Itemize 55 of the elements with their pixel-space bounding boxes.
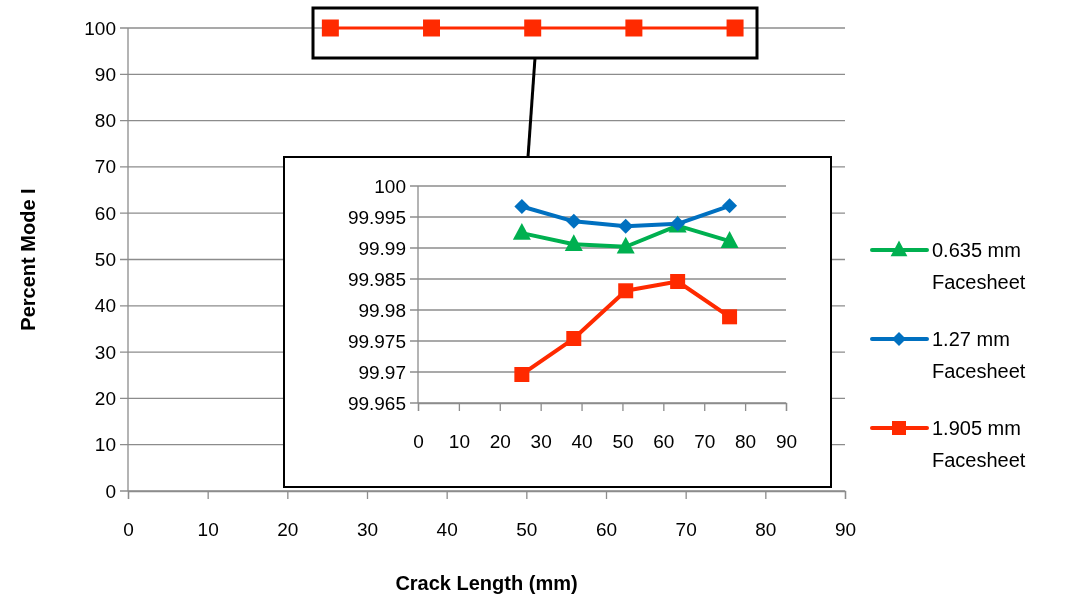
x-tick-label: 40 <box>571 431 593 453</box>
y-tick-label: 99.985 <box>347 268 406 290</box>
point <box>616 236 635 254</box>
y-tick-label: 100 <box>84 17 116 39</box>
y-tick-label: 30 <box>94 341 116 363</box>
x-tick-label: 50 <box>612 431 634 453</box>
x-tick-label: 20 <box>489 431 511 453</box>
point <box>722 309 738 325</box>
y-tick-label: 0 <box>105 480 116 502</box>
point <box>566 331 582 347</box>
y-tick-label: 99.98 <box>358 299 406 321</box>
x-tick-label: 70 <box>694 431 716 453</box>
x-axis-title: Crack Length (mm) <box>395 572 578 594</box>
y-tick-label: 70 <box>94 156 116 178</box>
y-tick-label: 40 <box>94 295 116 317</box>
x-tick-label: 20 <box>277 519 299 541</box>
y-tick-label: 60 <box>94 202 116 224</box>
y-tick-label: 50 <box>94 249 116 271</box>
x-tick-label: 60 <box>653 431 675 453</box>
y-axis-title: Percent Mode I <box>17 188 39 331</box>
x-tick-label: 50 <box>516 519 538 541</box>
point <box>566 213 582 229</box>
x-tick-label: 10 <box>197 519 219 541</box>
point <box>618 218 634 234</box>
y-tick-label: 99.995 <box>347 206 406 228</box>
legend-label: 1.27 mm Facesheet <box>932 328 1026 382</box>
x-tick-label: 40 <box>436 519 458 541</box>
point <box>514 198 530 214</box>
y-tick-label: 100 <box>374 175 406 197</box>
x-tick-label: 80 <box>755 519 777 541</box>
x-tick-label: 90 <box>834 519 857 541</box>
point <box>512 222 531 240</box>
y-tick-label: 80 <box>94 110 116 132</box>
x-tick-label: 0 <box>123 519 134 541</box>
x-tick-label: 90 <box>775 431 798 453</box>
point <box>720 231 739 248</box>
x-tick-label: 10 <box>448 431 470 453</box>
y-tick-label: 99.975 <box>347 330 406 352</box>
point <box>722 198 738 214</box>
y-tick-label: 20 <box>94 387 116 409</box>
x-tick-label: 70 <box>675 519 697 541</box>
point <box>618 283 634 299</box>
point <box>564 234 583 252</box>
x-tick-label: 30 <box>530 431 552 453</box>
x-tick-label: 60 <box>595 519 618 541</box>
legend-label: 0.635 mm Facesheet <box>932 239 1026 293</box>
point <box>514 366 530 382</box>
x-tick-label: 0 <box>413 431 424 453</box>
y-tick-label: 99.965 <box>347 392 406 414</box>
y-tick-label: 99.97 <box>358 361 406 383</box>
y-tick-label: 90 <box>94 63 116 85</box>
y-tick-label: 99.99 <box>358 237 406 259</box>
x-tick-label: 80 <box>735 431 757 453</box>
point <box>670 273 686 289</box>
legend-label: 1.905 mm Facesheet <box>932 417 1026 471</box>
